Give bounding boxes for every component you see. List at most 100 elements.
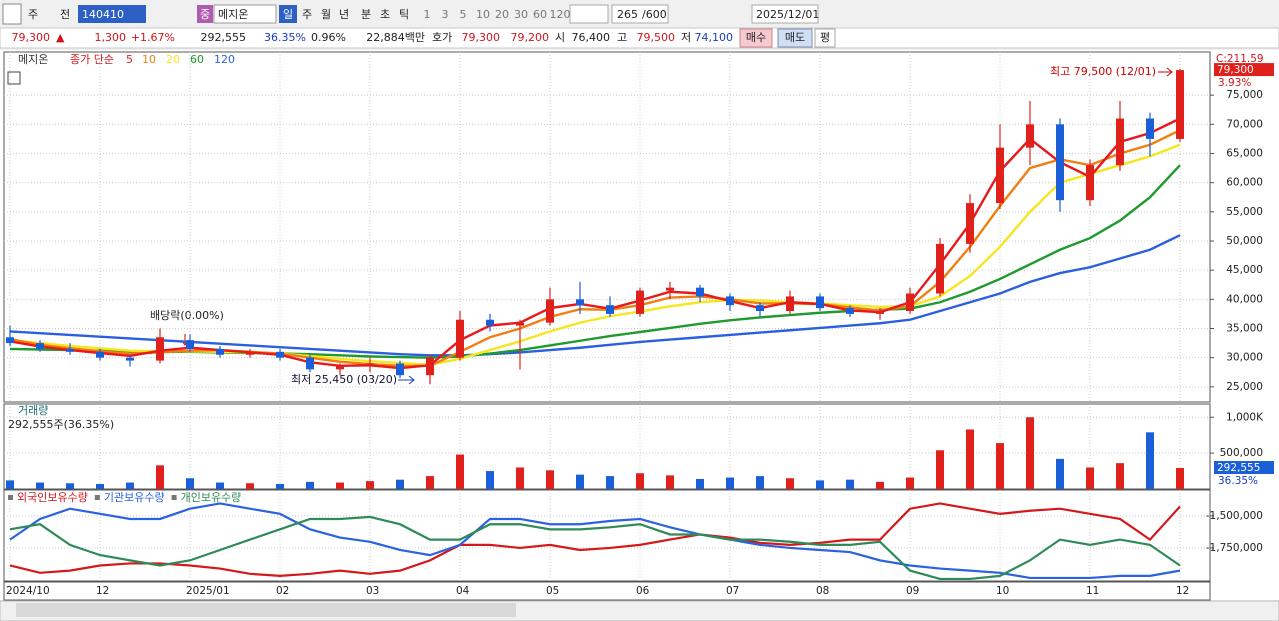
volume-bar — [36, 482, 44, 489]
scroll-thumb[interactable] — [16, 603, 516, 617]
candle-body — [1086, 165, 1094, 201]
annotation: 배당락(0.00%) — [150, 309, 224, 322]
x-tick-label: 02 — [276, 585, 289, 597]
candle-body — [36, 343, 44, 349]
candle-body — [786, 296, 794, 311]
toolbar-text: 60 — [533, 8, 547, 21]
candle-body — [1176, 70, 1184, 139]
axis-text: 36.35% — [1218, 475, 1258, 487]
x-tick-label: 2025/01 — [186, 585, 230, 597]
candle-body — [996, 147, 1004, 204]
x-tick-label: 03 — [366, 585, 379, 597]
y-tick-label: 30,000 — [1226, 352, 1263, 364]
y-tick-label: -1,750,000 — [1206, 542, 1263, 554]
volume-bar — [486, 471, 494, 489]
candle-body — [66, 348, 74, 352]
quote-text: 76,400 — [572, 31, 611, 44]
menu-button[interactable] — [2, 3, 22, 25]
volume-bar — [1116, 463, 1124, 489]
candle-body — [756, 305, 764, 311]
low-arrow — [398, 375, 415, 385]
sell-button[interactable] — [777, 28, 813, 48]
legend-entry: 외국인보유수량 — [17, 491, 88, 504]
candle-body — [426, 357, 434, 376]
toolbar-text: 초 — [380, 8, 390, 21]
volume-bar — [666, 475, 674, 489]
axis-text: C:211.59 — [1216, 53, 1264, 65]
toolbar-text: 일 — [283, 7, 293, 21]
date-box[interactable] — [751, 4, 819, 24]
candle-body — [726, 296, 734, 306]
candle-body — [216, 348, 224, 355]
y-tick-label: 50,000 — [1226, 235, 1263, 247]
candle-body — [696, 287, 704, 297]
quote-text: 292,555 — [201, 31, 247, 44]
quote-text: 평 — [820, 31, 830, 44]
candle-body — [546, 299, 554, 323]
combo[interactable] — [569, 4, 609, 24]
y-tick-label: 35,000 — [1226, 323, 1263, 335]
period-selected[interactable] — [279, 5, 297, 23]
candle-body — [846, 308, 854, 314]
volume-bar — [966, 429, 974, 489]
legend-swatch — [8, 495, 13, 500]
y-tick-label: 70,000 — [1226, 118, 1263, 130]
avg-button[interactable] — [814, 28, 836, 48]
legend-entry: 개인보유수량 — [181, 491, 242, 504]
volume-bar — [936, 450, 944, 489]
x-tick-label: 09 — [906, 585, 919, 597]
toolbar-text: 20 — [495, 8, 509, 21]
quote-text: 시 — [555, 31, 565, 44]
volume-bar — [516, 467, 524, 489]
buy-button[interactable] — [739, 28, 773, 48]
x-tick-label: 05 — [546, 585, 559, 597]
volume-bar — [816, 480, 824, 489]
y-tick-label: 75,000 — [1226, 89, 1263, 101]
code-input[interactable] — [78, 5, 146, 23]
x-tick-label: 12 — [96, 585, 109, 597]
candle-body — [636, 290, 644, 314]
x-tick-label: 04 — [456, 585, 470, 597]
line-series — [9, 129, 1181, 368]
x-tick-label: 08 — [816, 585, 829, 597]
high-arrow — [1158, 67, 1173, 77]
volume-bar — [606, 476, 614, 489]
last-value-box — [1214, 461, 1274, 475]
candle-body — [816, 296, 824, 309]
toolbar-text: 주 — [28, 8, 38, 21]
quote-text: +1.67% — [131, 31, 175, 44]
line-series — [9, 515, 1181, 581]
table-icon[interactable] — [7, 71, 21, 85]
volume-bar — [246, 483, 254, 489]
count-box[interactable] — [611, 4, 669, 24]
y-tick-label: 500,000 — [1220, 447, 1263, 459]
toolbar-text: 30 — [514, 8, 528, 21]
name-box[interactable] — [213, 4, 277, 24]
toolbar-text: 120 — [550, 8, 571, 21]
candle-body — [1056, 124, 1064, 201]
toolbar-text: 중 — [200, 8, 210, 21]
legend-swatch — [94, 495, 100, 500]
candle-body — [966, 203, 974, 244]
volume-bar — [696, 478, 704, 489]
quote-text: 1,300 — [95, 31, 127, 44]
candle-body — [876, 311, 884, 314]
candle-body — [936, 243, 944, 294]
panel-subtitle: 292,555주(36.35%) — [8, 418, 114, 431]
y-tick-label: -1,500,000 — [1206, 510, 1263, 522]
line-series — [9, 502, 1181, 577]
toolbar-text: 년 — [339, 8, 349, 21]
quote-text: 22,884백만 — [366, 31, 425, 44]
price-panel — [3, 51, 1211, 403]
volume-bar — [216, 482, 224, 489]
volume-bar — [6, 480, 14, 489]
legend-entry: 10 — [142, 53, 156, 66]
x-axis-strip — [3, 581, 1211, 601]
volume-bar — [96, 483, 104, 489]
quote-text: 매도 — [785, 31, 805, 44]
legend-swatch — [171, 495, 177, 500]
panel-title: 거래량 — [18, 404, 48, 417]
candle-body — [396, 363, 404, 376]
candle-body — [906, 293, 914, 311]
